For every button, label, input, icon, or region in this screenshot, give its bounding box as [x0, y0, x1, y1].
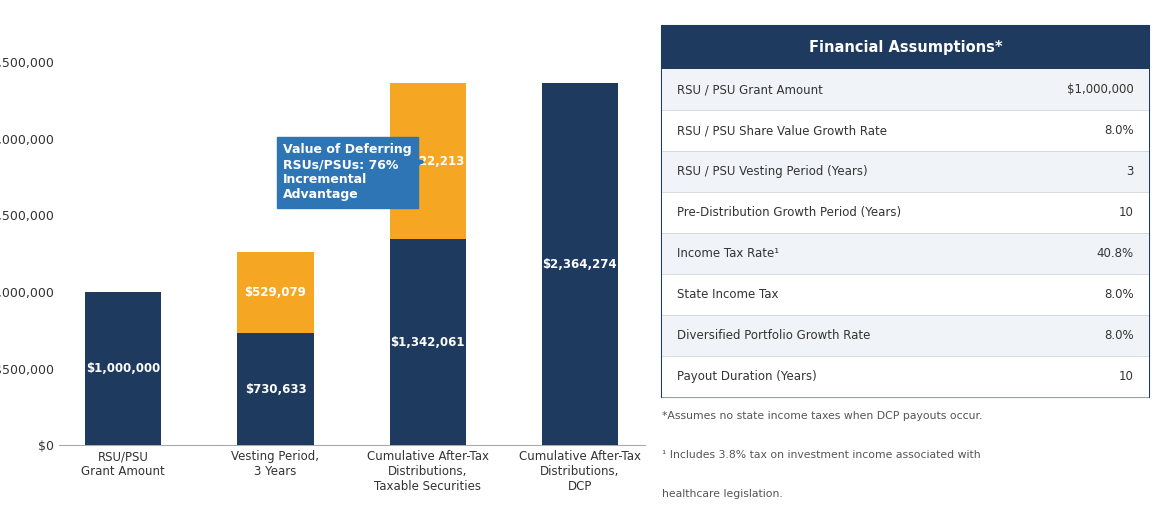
Text: 8.0%: 8.0%	[1104, 289, 1134, 301]
Text: healthcare legislation.: healthcare legislation.	[662, 488, 783, 499]
Text: $730,633: $730,633	[245, 383, 306, 396]
Text: 40.8%: 40.8%	[1097, 247, 1134, 261]
Bar	[662, 275, 1149, 315]
Text: Income Tax Rate¹: Income Tax Rate¹	[676, 247, 779, 261]
Text: $1,022,213: $1,022,213	[390, 154, 465, 167]
Text: RSU / PSU Grant Amount: RSU / PSU Grant Amount	[676, 83, 823, 96]
Text: Pre-Distribution Growth Period (Years): Pre-Distribution Growth Period (Years)	[676, 206, 901, 219]
Bar	[662, 192, 1149, 233]
Text: Diversified Portfolio Growth Rate: Diversified Portfolio Growth Rate	[676, 329, 870, 342]
Text: Value of Deferring
RSUs/PSUs: 76%
Incremental
Advantage: Value of Deferring RSUs/PSUs: 76% Increm…	[284, 143, 422, 202]
Text: $1,000,000: $1,000,000	[1068, 83, 1134, 96]
Text: Financial Assumptions*: Financial Assumptions*	[809, 40, 1002, 55]
Text: $2,364,274: $2,364,274	[543, 257, 618, 270]
Text: $529,079: $529,079	[245, 286, 306, 299]
Bar	[389, 82, 465, 239]
Legend: Benefit, Tax: Benefit, Tax	[64, 515, 223, 518]
Text: 8.0%: 8.0%	[1104, 329, 1134, 342]
Text: RSU / PSU Vesting Period (Years): RSU / PSU Vesting Period (Years)	[676, 165, 867, 178]
Text: *Assumes no state income taxes when DCP payouts occur.: *Assumes no state income taxes when DCP …	[662, 411, 982, 421]
Bar	[662, 110, 1149, 151]
Text: $1,000,000: $1,000,000	[87, 362, 161, 375]
Text: $1,342,061: $1,342,061	[390, 336, 465, 349]
Bar	[662, 233, 1149, 275]
Bar	[238, 334, 314, 445]
Text: Payout Duration (Years): Payout Duration (Years)	[676, 370, 817, 383]
Text: State Income Tax: State Income Tax	[676, 289, 778, 301]
Text: RSU / PSU Share Value Growth Rate: RSU / PSU Share Value Growth Rate	[676, 124, 887, 137]
Text: 10: 10	[1119, 206, 1134, 219]
Bar	[662, 69, 1149, 110]
Bar	[662, 26, 1149, 397]
Text: 10: 10	[1119, 370, 1134, 383]
Text: 3: 3	[1126, 165, 1134, 178]
Bar	[389, 239, 465, 445]
Bar	[662, 26, 1149, 69]
Bar	[662, 151, 1149, 192]
Bar	[541, 82, 618, 445]
Bar	[662, 356, 1149, 397]
Bar	[86, 292, 162, 445]
Bar	[238, 252, 314, 334]
Text: 8.0%: 8.0%	[1104, 124, 1134, 137]
Bar	[662, 315, 1149, 356]
Text: ¹ Includes 3.8% tax on investment income associated with: ¹ Includes 3.8% tax on investment income…	[662, 450, 981, 460]
